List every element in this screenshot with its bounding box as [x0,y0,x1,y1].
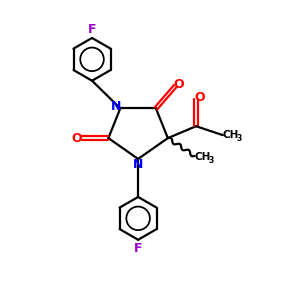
Text: O: O [173,78,184,91]
Text: N: N [111,100,121,113]
Text: CH: CH [194,152,211,162]
Text: F: F [88,23,96,36]
Text: O: O [194,92,205,104]
Text: 3: 3 [237,134,242,142]
Text: F: F [134,242,142,255]
Text: N: N [133,158,143,171]
Text: 3: 3 [208,156,214,165]
Text: O: O [71,132,82,145]
Text: CH: CH [223,130,239,140]
